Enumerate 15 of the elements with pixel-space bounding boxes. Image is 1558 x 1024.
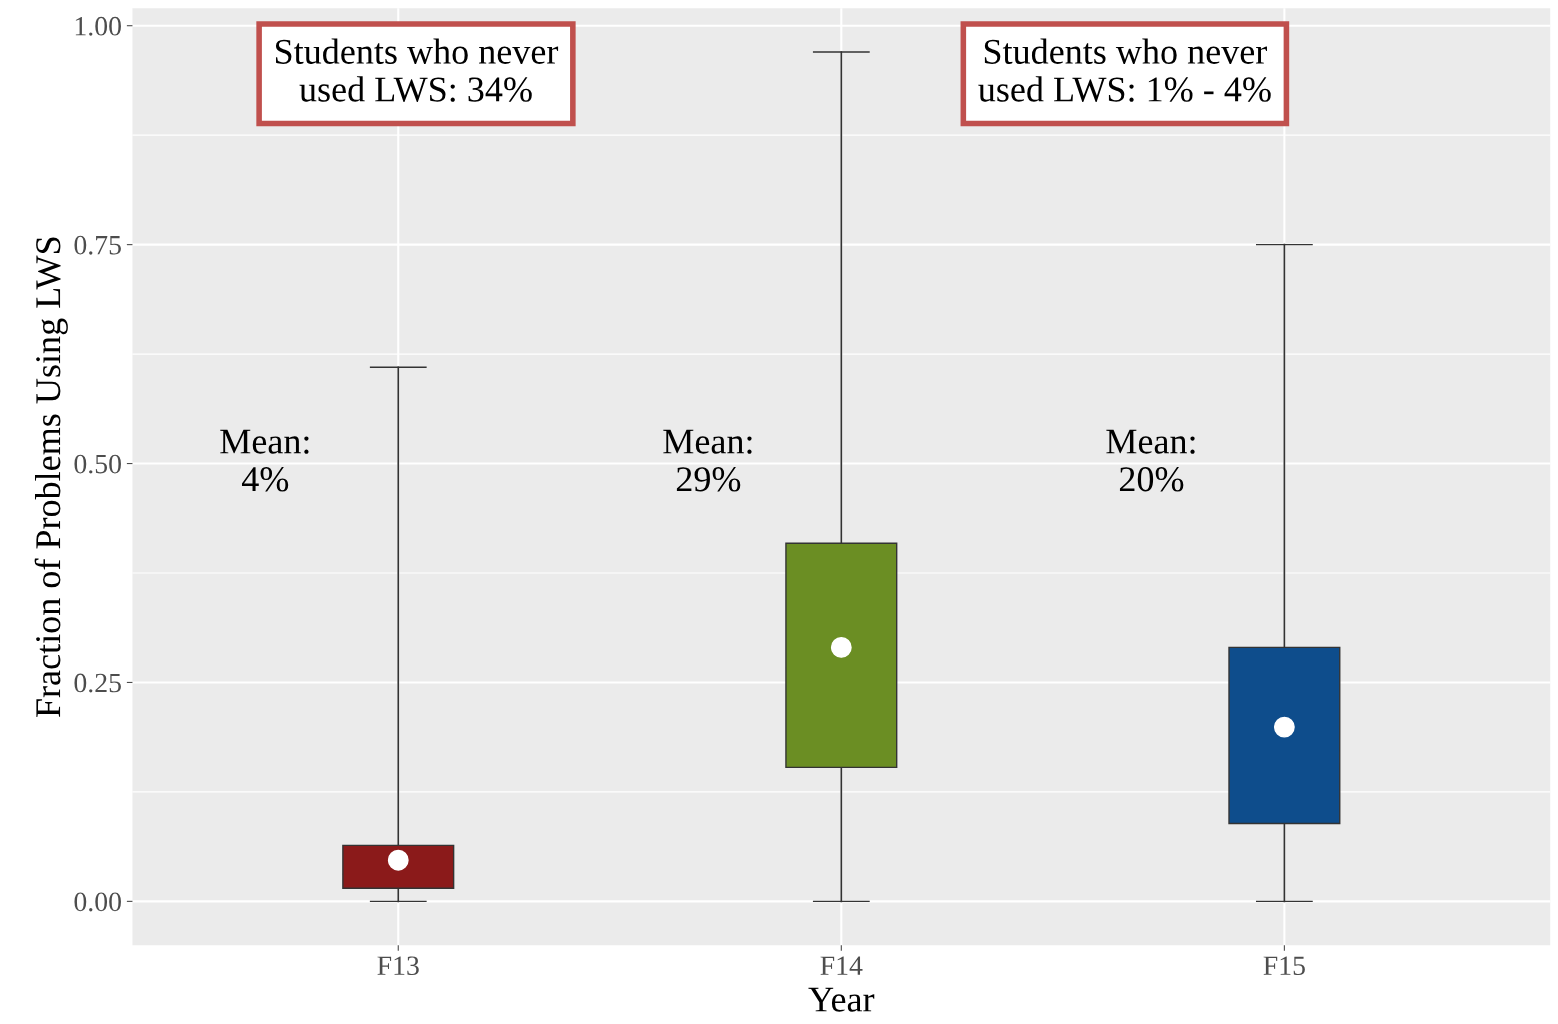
y-axis-title: Fraction of Problems Using LWS (34, 237, 68, 718)
y-tick-label: 1.00 (75, 16, 121, 36)
annotation: Students who never used LWS: 1% - 4% (978, 38, 1271, 102)
annotation: Mean: 20% (1106, 429, 1195, 492)
y-tick-label: 0.50 (74, 454, 121, 474)
y-tick-label: 0.00 (74, 892, 121, 912)
annotation: Students who never used LWS: 34% (275, 38, 559, 102)
annotation: Mean: 4% (220, 429, 309, 492)
x-tick-label: F14 (820, 956, 863, 975)
x-tick-label: F13 (377, 956, 419, 976)
x-axis-title: Year (808, 987, 875, 1012)
y-tick-label: 0.75 (74, 235, 121, 255)
x-tick-label: F15 (1263, 956, 1305, 976)
annotation: Mean: 29% (663, 429, 752, 492)
y-tick-label: 0.25 (74, 673, 121, 693)
